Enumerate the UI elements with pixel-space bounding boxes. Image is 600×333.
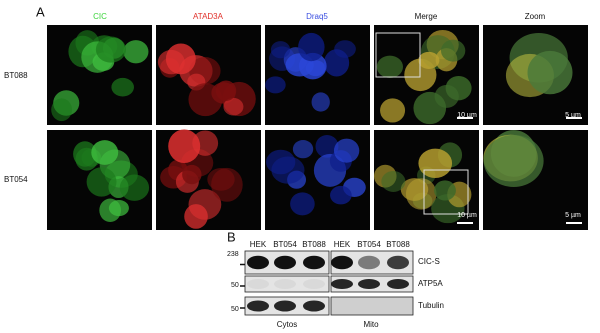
band-label: ATP5A xyxy=(418,279,443,288)
column-header: CIC xyxy=(93,12,107,21)
cell-blob xyxy=(184,204,208,229)
blot-strip xyxy=(330,296,414,316)
blot-band xyxy=(247,300,269,312)
column-header: Zoom xyxy=(525,12,546,21)
cell-blob xyxy=(330,185,352,205)
cell-blob xyxy=(527,50,573,95)
cell-blob xyxy=(271,156,305,184)
lane-label: BT054 xyxy=(273,240,297,249)
blot-band xyxy=(358,255,380,270)
cell-blob xyxy=(168,129,201,164)
blot-band xyxy=(274,279,296,289)
blot-band xyxy=(331,279,353,289)
cell-blob xyxy=(188,83,223,117)
column-header: ATAD3A xyxy=(193,12,224,21)
blot-band xyxy=(303,300,325,312)
lane-label: BT088 xyxy=(302,240,326,249)
cell-blob xyxy=(380,98,406,123)
cell-blob xyxy=(418,148,453,178)
cell-blob xyxy=(215,80,237,101)
marker-label: 50 xyxy=(231,282,239,289)
cell-blob xyxy=(157,49,185,75)
cell-blob xyxy=(298,32,325,62)
cell-blob xyxy=(51,98,73,122)
lane-label: BT054 xyxy=(357,240,381,249)
zoom-box xyxy=(375,32,421,78)
cell-blob xyxy=(290,192,315,216)
cell-blob xyxy=(376,55,404,79)
cell-blob xyxy=(95,36,127,63)
cell-blob xyxy=(270,41,291,59)
blot-band xyxy=(358,279,380,289)
cell-blob xyxy=(91,140,119,165)
cell-blob xyxy=(381,170,406,192)
cell-blob xyxy=(400,178,429,201)
band-label: CIC-S xyxy=(418,257,440,266)
cell-blob xyxy=(99,198,122,223)
cell-blob xyxy=(333,138,360,163)
zoom-box xyxy=(423,169,469,215)
band-label: Tubulin xyxy=(418,301,444,310)
cell-blob xyxy=(223,97,244,116)
cell-blob xyxy=(440,39,466,62)
cell-blob xyxy=(323,49,350,77)
blot-band xyxy=(387,279,409,289)
marker-label: 238 xyxy=(227,251,239,258)
blot-band xyxy=(274,300,296,312)
column-header: Draq5 xyxy=(306,12,328,21)
cell-blob xyxy=(311,92,330,112)
blot-band xyxy=(331,255,353,270)
cell-blob xyxy=(418,51,440,69)
scale-bar-label: 5 µm xyxy=(565,212,581,219)
row-label: BT088 xyxy=(4,71,28,80)
cell-blob xyxy=(123,40,149,64)
cell-blob xyxy=(86,167,117,197)
cell-blob xyxy=(265,76,286,94)
cell-blob xyxy=(292,140,314,159)
lane-label: HEK xyxy=(334,240,351,249)
blot-band xyxy=(303,279,325,289)
fraction-label: Cytos xyxy=(277,320,297,329)
scale-bar-label: 5 µm xyxy=(565,112,581,119)
blot-band xyxy=(274,255,296,270)
cell-blob xyxy=(434,84,459,108)
fraction-label: Mito xyxy=(363,320,379,329)
blot-band xyxy=(247,255,269,270)
blot-strip xyxy=(244,275,330,293)
column-header: Merge xyxy=(415,12,438,21)
row-label: BT054 xyxy=(4,175,28,184)
marker-label: 50 xyxy=(231,306,239,313)
lane-label: BT088 xyxy=(386,240,410,249)
cell-blob xyxy=(483,134,544,187)
cell-blob xyxy=(119,174,150,201)
blot-band xyxy=(303,255,325,270)
blot-band xyxy=(387,255,409,270)
panel-label: A xyxy=(36,4,45,19)
cell-blob xyxy=(182,164,202,185)
scale-bar-label: 10 µm xyxy=(457,212,477,219)
blot-band xyxy=(247,279,269,289)
cell-blob xyxy=(111,77,134,97)
cell-blob xyxy=(434,180,456,201)
cell-blob xyxy=(211,167,243,202)
cell-blob xyxy=(73,141,97,167)
panel-label: B xyxy=(227,229,236,244)
scale-bar-label: 10 µm xyxy=(457,112,477,119)
lane-label: HEK xyxy=(250,240,267,249)
cell-blob xyxy=(315,134,339,158)
